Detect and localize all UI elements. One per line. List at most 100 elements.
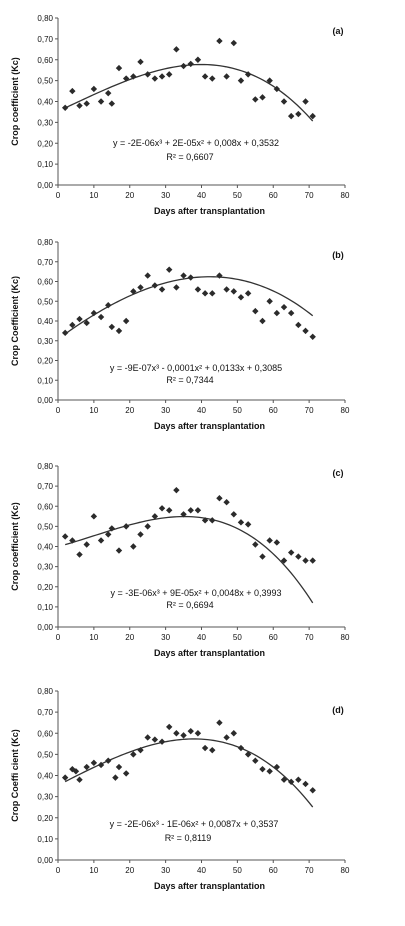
chart-d-x-tick-label: 50 xyxy=(233,866,242,875)
chart-d-data-point xyxy=(187,727,194,735)
chart-b-y-tick-label: 0,80 xyxy=(37,238,53,247)
chart-c-x-tick-label: 80 xyxy=(341,633,350,642)
chart-d-r-squared: R² = 0,8119 xyxy=(165,833,212,843)
chart-b-y-tick-label: 0,00 xyxy=(37,396,53,405)
chart-c-x-tick-label: 40 xyxy=(197,633,206,642)
chart-d-data-point xyxy=(201,744,209,752)
chart-c-data-point xyxy=(173,486,180,494)
chart-b-y-tick-label: 0,10 xyxy=(37,376,53,385)
chart-c-x-tick-label: 10 xyxy=(89,633,98,642)
chart-b-equation: y = -9E-07x³ - 0,0001x² + 0,0133x + 0,30… xyxy=(110,363,282,373)
chart-a-data-point xyxy=(266,77,273,84)
chart-b-data-point xyxy=(201,290,209,297)
chart-c-data-point xyxy=(216,495,223,502)
chart-c-x-axis-title: Days after transplantation xyxy=(154,648,265,658)
chart-d-x-tick-label: 70 xyxy=(305,866,314,875)
chart-b-x-tick-label: 10 xyxy=(89,406,98,415)
chart-b-data-point xyxy=(180,272,187,279)
chart-a-data-point xyxy=(130,73,137,80)
chart-c-y-tick-label: 0,10 xyxy=(37,603,53,612)
chart-b-data-point xyxy=(266,298,273,305)
chart-b-data-point xyxy=(108,323,116,331)
chart-a-x-tick-label: 0 xyxy=(56,191,61,200)
chart-a-data-point xyxy=(180,62,187,70)
chart-b-data-point xyxy=(97,313,105,321)
chart-a-y-tick-label: 0,80 xyxy=(37,14,53,23)
chart-c-data-point xyxy=(201,517,209,524)
chart-c-data-point xyxy=(280,557,288,564)
chart-a-equation: y = -2E-06x³ + 2E-05x² + 0,008x + 0,3532 xyxy=(113,138,279,148)
chart-b-data-point xyxy=(76,315,83,323)
chart-c-data-point xyxy=(266,537,273,544)
chart-b-data-point xyxy=(166,266,173,273)
chart-b-x-tick-label: 40 xyxy=(197,406,206,415)
chart-d-trendline xyxy=(64,738,314,808)
chart-c-x-tick-label: 0 xyxy=(56,633,61,642)
chart-c-y-tick-label: 0,20 xyxy=(37,583,53,592)
chart-d-data-point xyxy=(259,765,266,773)
chart-a-data-point xyxy=(158,73,166,80)
chart-d-y-tick-label: 0,60 xyxy=(37,729,53,738)
chart-a-x-tick-label: 50 xyxy=(233,191,242,200)
chart-c-data-point xyxy=(309,557,316,564)
chart-c-data-point xyxy=(187,507,194,514)
chart-d-x-tick-label: 10 xyxy=(89,866,98,875)
chart-d-y-tick-label: 0,20 xyxy=(37,814,53,823)
chart-a-data-point xyxy=(105,89,112,97)
chart-a-data-point xyxy=(287,112,295,120)
chart-b-data-point xyxy=(244,290,252,297)
chart-b-data-point xyxy=(237,294,245,301)
chart-b-x-tick-label: 0 xyxy=(56,406,61,415)
chart-a-data-point xyxy=(122,75,130,82)
chart-a-x-tick-label: 40 xyxy=(197,191,206,200)
chart-b-data-point xyxy=(309,333,316,340)
chart-b-data-point xyxy=(144,272,151,279)
chart-d-x-tick-label: 0 xyxy=(56,866,61,875)
chart-b-data-point xyxy=(295,321,302,329)
chart-a-data-point xyxy=(108,100,116,107)
chart-c-data-point xyxy=(295,553,302,560)
chart-b-data-point xyxy=(173,284,180,291)
chart-c-data-point xyxy=(209,517,216,524)
chart-d-y-axis-title: Crop Coeffi cient (Kc) xyxy=(10,729,20,822)
chart-d-y-tick-label: 0,80 xyxy=(37,687,53,696)
chart-b-x-tick-label: 30 xyxy=(161,406,170,415)
chart-d-data-point xyxy=(180,732,187,739)
chart-d-data-point xyxy=(209,746,216,754)
chart-c-data-point xyxy=(287,549,295,556)
chart-b-y-tick-label: 0,30 xyxy=(37,337,53,346)
chart-d-data-point xyxy=(194,730,202,737)
chart-c-data-point xyxy=(252,541,259,548)
chart-d-data-point xyxy=(266,768,273,775)
chart-a-data-point xyxy=(309,112,316,120)
chart-c-data-point xyxy=(130,543,137,550)
chart-b-data-point xyxy=(158,286,166,293)
chart-c-data-point xyxy=(90,513,98,520)
chart-b-data-point xyxy=(151,282,159,289)
chart-d-data-point xyxy=(273,763,281,771)
chart-d-data-point xyxy=(130,751,137,758)
chart-c-data-point xyxy=(237,519,245,526)
chart-a-data-point xyxy=(90,85,98,93)
chart-c-equation: y = -3E-06x³ + 9E-05x² + 0,0048x + 0,399… xyxy=(110,588,281,598)
chart-b-data-point xyxy=(83,319,90,327)
chart-d-data-point xyxy=(309,787,316,794)
chart-d-data-point xyxy=(112,774,119,781)
chart-d-data-point xyxy=(115,763,123,771)
chart-d-data-point xyxy=(252,757,259,764)
chart-d-x-tick-label: 80 xyxy=(341,866,350,875)
chart-a-panel-label: (a) xyxy=(333,26,344,36)
chart-d-data-point xyxy=(173,730,180,737)
chart-b-data-point xyxy=(259,317,266,325)
chart-c-trendline xyxy=(64,515,314,604)
chart-d-data-point xyxy=(105,757,112,764)
chart-c-data-point xyxy=(76,551,83,558)
chart-a-trendline xyxy=(64,63,314,122)
chart-d: 0,00 0,10 0,20 0,30 0,40 0,50 0,60 0,70 0,80 0 10 2… xyxy=(10,687,350,891)
chart-a-data-point xyxy=(144,71,151,78)
chart-c-data-point xyxy=(302,557,309,564)
chart-c-data-point xyxy=(158,505,166,512)
chart-c-y-tick-label: 0,60 xyxy=(37,502,53,511)
chart-c-data-point xyxy=(83,541,90,548)
